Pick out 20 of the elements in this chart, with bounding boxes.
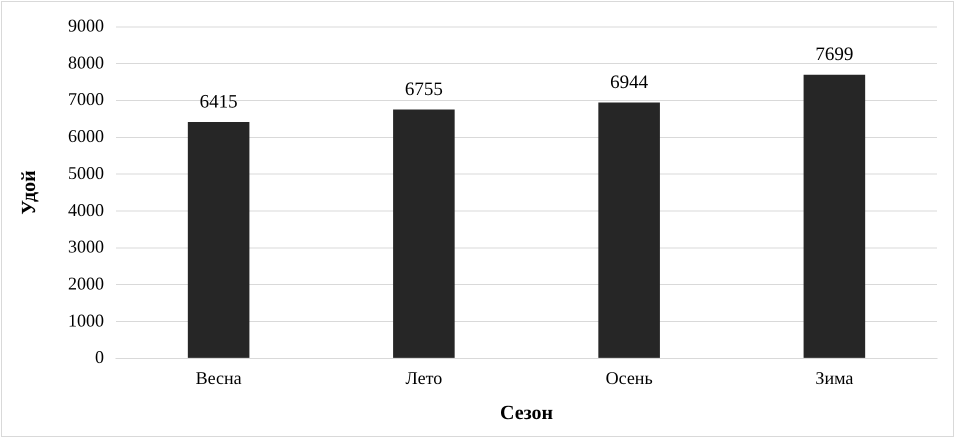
y-tick-label: 2000 <box>68 273 104 294</box>
data-label: 6755 <box>404 79 443 100</box>
y-tick-label: 8000 <box>68 52 104 72</box>
y-tick-label: 0 <box>95 347 104 368</box>
y-tick-label: 9000 <box>68 16 104 36</box>
y-tick-label: 3000 <box>68 236 104 257</box>
y-tick-label: 5000 <box>68 162 104 183</box>
y-tick-label: 6000 <box>68 126 104 146</box>
data-label: 7699 <box>815 44 854 66</box>
data-label: 6944 <box>610 72 649 94</box>
data-label: 6415 <box>200 92 238 113</box>
y-tick-label: 1000 <box>68 310 104 330</box>
x-tick-label: Зима <box>815 368 854 388</box>
y-tick-label: 4000 <box>68 200 104 220</box>
x-tick-label: Весна <box>196 368 242 388</box>
y-axis-title: Удой <box>18 170 40 215</box>
y-tick-label: 7000 <box>68 89 104 110</box>
x-axis-title: Сезон <box>500 402 554 424</box>
x-tick-label: Лето <box>406 368 442 388</box>
x-tick-label: Осень <box>606 368 653 388</box>
